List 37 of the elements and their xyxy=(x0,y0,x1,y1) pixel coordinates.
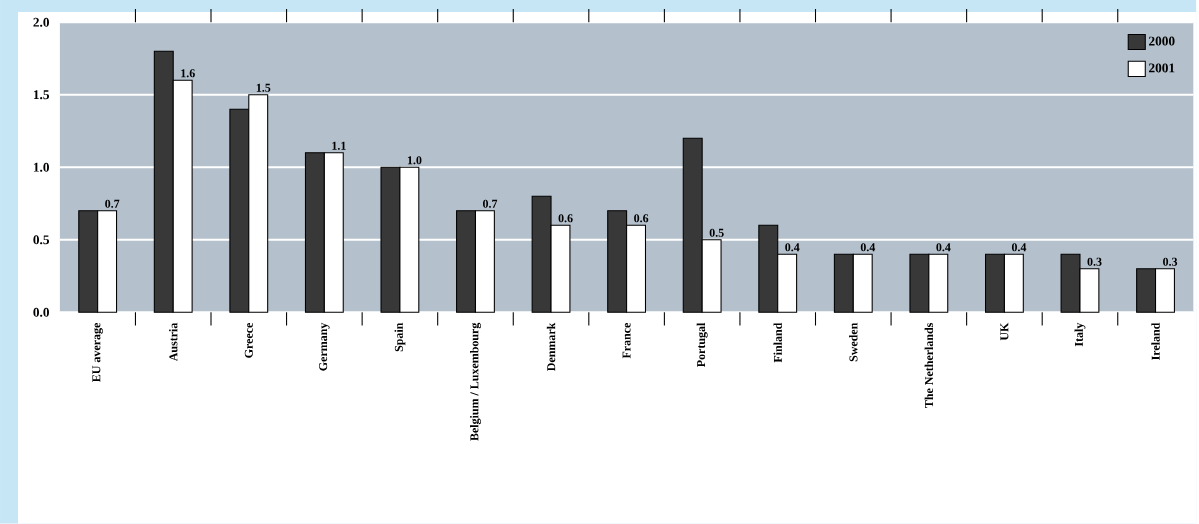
y-tick-label: 0.0 xyxy=(33,307,50,317)
x-tick-label: Germany xyxy=(319,322,330,371)
x-tick-label: Italy xyxy=(1074,322,1086,347)
data-label: 0.6 xyxy=(558,214,573,223)
data-label: 0.4 xyxy=(936,243,951,252)
data-label: 0.4 xyxy=(1011,243,1027,252)
data-label: 0.3 xyxy=(1087,257,1102,266)
data-label: 1.5 xyxy=(256,83,271,92)
x-tick-label: Belgium / Luxembourg xyxy=(470,322,481,441)
data-label: 1.1 xyxy=(332,141,346,150)
data-label: 0.7 xyxy=(482,199,498,208)
data-label: 0.4 xyxy=(785,243,800,252)
x-tick-label: EU average xyxy=(92,323,103,383)
legend-label: 2001 xyxy=(1149,63,1175,73)
x-tick-label: Sweden xyxy=(849,322,858,362)
legend-label: 2000 xyxy=(1149,36,1175,46)
y-tick-label: 1.5 xyxy=(33,90,50,100)
x-tick-label: Portugal xyxy=(696,322,708,368)
x-tick-label: Spain xyxy=(394,322,406,352)
x-tick-label: France xyxy=(622,323,631,359)
x-tick-label: Austria xyxy=(169,322,178,362)
data-label: 0.6 xyxy=(634,214,649,223)
x-tick-label: Finland xyxy=(773,322,782,363)
y-tick-label: 0.5 xyxy=(33,235,50,245)
x-tick-label: Greece xyxy=(244,323,253,358)
data-label: 0.4 xyxy=(860,243,876,252)
data-label: 0.3 xyxy=(1163,257,1178,266)
data-label: 0.7 xyxy=(105,199,120,208)
y-tick-label: 2.0 xyxy=(33,17,50,27)
y-tick-label: 1.0 xyxy=(33,162,50,172)
x-tick-label: Ireland xyxy=(1151,322,1160,361)
data-label: 1.6 xyxy=(181,69,195,78)
data-label: 1.0 xyxy=(407,156,422,165)
data-label: 0.5 xyxy=(709,228,724,237)
x-tick-label: Denmark xyxy=(546,322,556,372)
x-tick-label: The Netherlands xyxy=(924,323,934,409)
x-tick-label: UK xyxy=(1000,322,1009,341)
